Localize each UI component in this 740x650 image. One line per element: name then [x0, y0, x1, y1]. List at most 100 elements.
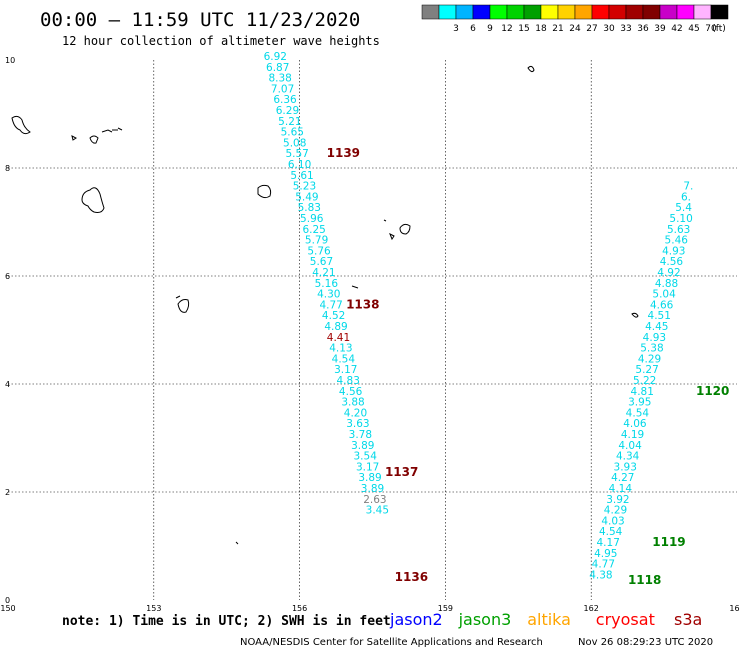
wave-height-label: 4.17: [597, 537, 620, 549]
wave-height-label: 4.20: [344, 407, 367, 419]
wave-height-label: 5.16: [315, 278, 339, 290]
island-shape: [11, 115, 31, 135]
legend-item: cryosat: [596, 610, 655, 629]
color-swatch: [438, 4, 457, 20]
generated-timestamp: Nov 26 08:29:23 UTC 2020: [578, 637, 713, 648]
color-swatch: [642, 4, 661, 20]
y-tick-label: 8: [5, 164, 10, 173]
color-swatch: [625, 4, 644, 20]
time-markers: 1139 1138 1137 1136 1120 1119 1118: [327, 146, 730, 587]
page-title: 00:00 – 11:59 UTC 11/23/2020: [40, 9, 360, 31]
wave-height-label: 4.29: [604, 505, 627, 517]
page-subtitle: 12 hour collection of altimeter wave hei…: [62, 34, 380, 48]
wave-height-label: 5.67: [310, 256, 333, 268]
time-marker-label: 1118: [628, 573, 661, 587]
x-tick-label: 153: [146, 604, 161, 613]
wave-height-label: 4.56: [660, 256, 684, 268]
wave-height-label: 4.34: [616, 451, 640, 463]
footnote: note: 1) Time is in UTC; 2) SWH is in fe…: [62, 614, 391, 629]
wave-height-label: 4.81: [631, 386, 654, 398]
wave-height-label: 3.92: [606, 494, 629, 506]
wave-height-label: 5.08: [283, 137, 306, 149]
color-scale-label: 12: [501, 24, 512, 34]
wave-height-label: 3.95: [628, 397, 651, 409]
wave-height-label: 5.21: [278, 116, 301, 128]
wave-height-label: 5.23: [293, 181, 316, 193]
wave-height-label: 4.51: [648, 310, 671, 322]
wave-height-label: 3.89: [358, 472, 381, 484]
color-swatch: [421, 4, 440, 20]
time-marker-label: 1138: [346, 297, 379, 311]
time-marker-label: 1137: [385, 465, 418, 479]
color-swatch: [472, 4, 491, 20]
wave-height-label: 4.03: [601, 515, 624, 527]
wave-height-label: 4.66: [650, 299, 674, 311]
wave-height-label: 6.36: [273, 94, 297, 106]
color-scale-label: 21: [552, 24, 563, 34]
wave-height-label: 5.63: [667, 224, 690, 236]
wave-height-label: 5.61: [290, 170, 313, 182]
color-swatch: [489, 4, 508, 20]
x-tick-label: 150: [0, 604, 15, 613]
wave-height-label: 5.4: [675, 202, 692, 214]
island-shape: [175, 295, 190, 313]
wave-height-label: 7.: [683, 181, 693, 193]
color-swatch: [455, 4, 474, 20]
wave-height-label: 4.93: [643, 332, 666, 344]
west-track-labels: 6.926.878.387.076.366.295.215.655.085.57…: [264, 51, 389, 517]
wave-height-label: 5.76: [307, 245, 331, 257]
color-scale-label: 15: [518, 24, 529, 34]
wave-height-label: 3.78: [349, 429, 372, 441]
wave-height-label: 6.92: [264, 51, 287, 63]
y-tick-label: 4: [5, 380, 10, 389]
wave-height-label: 4.77: [592, 559, 615, 571]
wave-height-label: 4.21: [312, 267, 335, 279]
color-scale-label: 9: [487, 24, 493, 34]
wave-height-label: 4.38: [589, 569, 612, 581]
color-swatch: [608, 4, 627, 20]
wave-height-label: 4.83: [337, 375, 360, 387]
island-shape: [81, 187, 105, 213]
wave-height-label: 4.19: [621, 429, 644, 441]
island-shape: [631, 312, 639, 318]
legend-item: jason3: [458, 610, 512, 629]
legend-item: altika: [527, 610, 571, 629]
wave-height-label: 3.54: [354, 451, 378, 463]
wave-height-label: 5.65: [281, 127, 304, 139]
color-scale-label: 70: [705, 24, 717, 34]
color-scale-label: (ft): [712, 24, 726, 34]
wave-height-label: 4.93: [662, 245, 685, 257]
color-scale-label: 18: [535, 24, 547, 34]
x-tick-label: 156: [292, 604, 307, 613]
wave-height-label: 3.17: [356, 461, 379, 473]
island-shape: [351, 285, 359, 289]
time-marker-label: 1139: [327, 146, 360, 160]
wave-height-label: 4.56: [339, 386, 363, 398]
island-shape: [383, 219, 411, 241]
time-marker-label: 1119: [652, 535, 685, 549]
color-scale-label: 39: [654, 24, 666, 34]
wave-height-label: 5.27: [635, 364, 658, 376]
legend-item: jason2: [389, 610, 443, 629]
color-swatch: [659, 4, 678, 20]
island-shape: [257, 184, 272, 199]
wave-height-label: 3.89: [361, 483, 384, 495]
wave-height-label: 4.04: [618, 440, 642, 452]
wave-height-label: 3.88: [341, 397, 364, 409]
y-tick-label: 0: [5, 596, 10, 605]
color-scale-label: 27: [586, 24, 597, 34]
wave-height-label: 4.06: [623, 418, 647, 430]
color-swatch: [557, 4, 576, 20]
color-scale-label: 33: [620, 24, 631, 34]
color-scale-label: 24: [569, 24, 581, 34]
wave-height-label: 3.45: [366, 505, 389, 517]
wave-height-label: 6.25: [302, 224, 325, 236]
map-grid: 150 153 156 159 162 165 0 2 4 6 8 10: [0, 56, 740, 613]
wave-height-label: 6.87: [266, 62, 289, 74]
wave-height-label: 2.63: [363, 494, 386, 506]
island-shape: [235, 541, 239, 545]
wave-height-label: 4.92: [657, 267, 680, 279]
legend-item: s3a: [674, 610, 702, 629]
wave-height-label: 4.41: [327, 332, 350, 344]
wave-height-label: 5.22: [633, 375, 656, 387]
